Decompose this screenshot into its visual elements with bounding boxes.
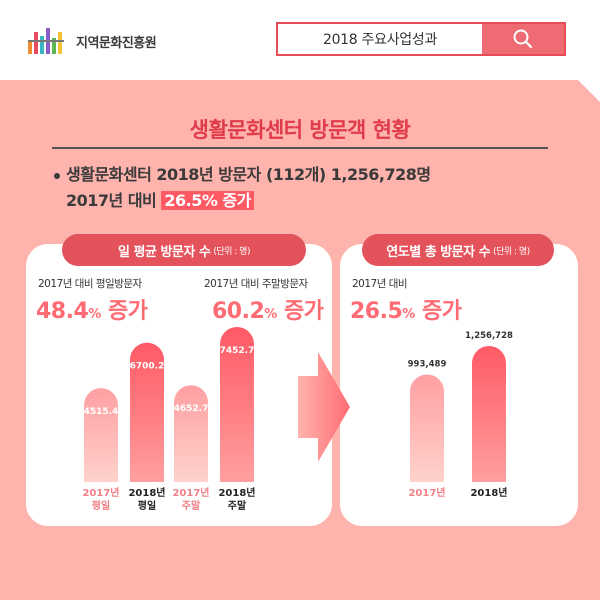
page-title: 생활문화센터 방문객 현황 — [189, 118, 411, 142]
yearly-visitors-title: 연도별 총 방문자 수 (단위 : 명) — [362, 234, 554, 266]
daily-category-3: 2018년 주말 — [218, 488, 256, 512]
bullet-icon — [54, 172, 60, 179]
daily-category-0: 2017년 평일 — [82, 488, 120, 512]
daily-chart-title: 일 평균 방문자 수 — [118, 244, 211, 260]
search-input[interactable]: 2018 주요사업성과 — [322, 32, 438, 48]
yearly-stat-label: 2017년 대비 — [352, 278, 408, 290]
summary-text: 생활문화센터 2018년 방문자 (112개) 1,256,728명 2017년… — [54, 162, 431, 214]
weekday-stat-label: 2017년 대비 평일방문자 — [38, 278, 142, 290]
yearly-category-1: 2018년 — [470, 488, 508, 499]
org-name: 지역문화진흥원 — [76, 35, 157, 51]
yearly-stat-value: 26.5% 증가 — [350, 299, 462, 324]
weekday-stat-value: 48.4% 증가 — [36, 299, 148, 324]
yearly-chart-title: 연도별 총 방문자 수 — [386, 244, 491, 260]
summary-line-2-prefix: 2017년 대비 — [66, 191, 162, 210]
search-icon — [513, 29, 533, 49]
logo[interactable]: 지역문화진흥원 — [28, 28, 157, 54]
title-divider — [52, 147, 548, 149]
daily-category-1: 2018년 평일 — [128, 488, 166, 512]
page-fold-corner — [578, 80, 600, 102]
yearly-category-0: 2017년 — [408, 488, 446, 499]
yearly-chart-unit: (단위 : 명) — [493, 246, 530, 257]
yearly-visitors-panel — [340, 244, 578, 526]
daily-category-2: 2017년 주말 — [172, 488, 210, 512]
daily-visitors-title: 일 평균 방문자 수 (단위 : 명) — [62, 234, 306, 266]
weekend-stat-value: 60.2% 증가 — [212, 299, 324, 324]
daily-chart-unit: (단위 : 명) — [213, 246, 250, 257]
arrow-right-icon — [298, 352, 350, 462]
summary-highlight: 26.5% 증가 — [161, 191, 254, 210]
weekend-stat-label: 2017년 대비 주말방문자 — [204, 278, 308, 290]
search-box[interactable]: 2018 주요사업성과 — [276, 22, 566, 56]
logo-bars-icon — [28, 28, 68, 54]
summary-line-1: 생활문화센터 2018년 방문자 (112개) 1,256,728명 — [66, 165, 431, 184]
search-button[interactable] — [482, 24, 564, 54]
header-bar: 지역문화진흥원 2018 주요사업성과 — [0, 0, 600, 80]
